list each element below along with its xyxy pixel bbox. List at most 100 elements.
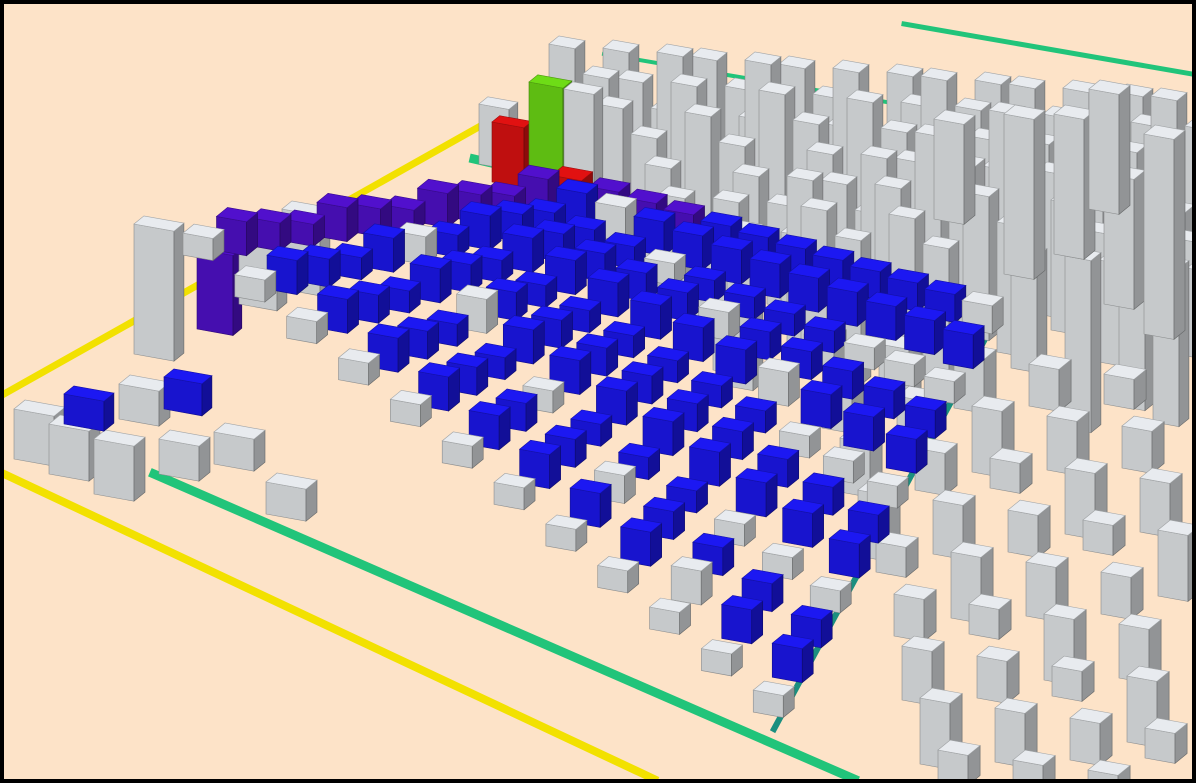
building-blue[interactable] xyxy=(865,291,908,342)
building-roof xyxy=(904,395,947,411)
building-purple[interactable] xyxy=(517,164,560,215)
building-blue[interactable] xyxy=(515,270,558,309)
building-gray[interactable] xyxy=(1144,717,1188,765)
building-gray[interactable] xyxy=(493,473,536,511)
building-purple[interactable] xyxy=(316,192,359,243)
building-roof xyxy=(1157,519,1192,536)
code-city-scene[interactable] xyxy=(4,4,1192,779)
building-gray[interactable] xyxy=(522,376,565,414)
building-gray[interactable] xyxy=(1028,353,1072,413)
building-blue[interactable] xyxy=(715,335,758,385)
building-gray[interactable] xyxy=(389,389,433,428)
building-gray[interactable] xyxy=(1012,749,1056,779)
building-roof xyxy=(865,291,908,307)
building-blue[interactable] xyxy=(781,498,825,549)
building-gray[interactable] xyxy=(976,645,1020,705)
building-blue[interactable] xyxy=(885,424,928,474)
building-blue[interactable] xyxy=(787,263,831,313)
building-blue[interactable] xyxy=(163,368,213,417)
building-blue[interactable] xyxy=(803,316,846,354)
building-gray[interactable] xyxy=(285,306,329,345)
building-gray[interactable] xyxy=(700,639,744,677)
building-gray[interactable] xyxy=(809,576,852,614)
building-gray[interactable] xyxy=(234,265,277,303)
building-gray[interactable] xyxy=(456,284,499,335)
building-gray[interactable] xyxy=(1064,457,1108,541)
building-gray[interactable] xyxy=(597,556,640,594)
building-blue[interactable] xyxy=(780,336,824,381)
building-blue[interactable] xyxy=(735,468,778,518)
building-blue[interactable] xyxy=(316,284,360,335)
building-blue[interactable] xyxy=(642,406,685,457)
building-blue[interactable] xyxy=(619,517,663,567)
building-gray[interactable] xyxy=(213,422,266,472)
building-blue[interactable] xyxy=(549,345,592,396)
building-gray[interactable] xyxy=(337,348,381,386)
building-gray[interactable] xyxy=(1143,124,1186,341)
building-side xyxy=(1033,109,1046,281)
building-roof xyxy=(924,279,967,295)
building-blue[interactable] xyxy=(771,633,814,684)
building-gray[interactable] xyxy=(1046,405,1090,477)
building-blue[interactable] xyxy=(63,385,115,432)
building-gray[interactable] xyxy=(866,471,909,509)
building-roof xyxy=(603,232,647,248)
building-blue[interactable] xyxy=(826,277,869,328)
building-gray[interactable] xyxy=(182,223,225,262)
building-gray[interactable] xyxy=(989,447,1033,495)
building-blue[interactable] xyxy=(721,595,764,645)
building-blue[interactable] xyxy=(842,402,886,452)
building-gray[interactable] xyxy=(1100,561,1144,621)
building-gray[interactable] xyxy=(118,374,171,427)
building-gray[interactable] xyxy=(133,215,185,362)
building-roof xyxy=(781,498,825,514)
building-blue[interactable] xyxy=(800,379,843,430)
building-gray[interactable] xyxy=(1157,519,1192,603)
building-roof xyxy=(778,421,822,437)
building-gray[interactable] xyxy=(1087,759,1131,779)
building-gray[interactable] xyxy=(893,583,937,643)
building-gray[interactable] xyxy=(1082,509,1126,557)
building-gray[interactable] xyxy=(1003,104,1046,281)
building-gray[interactable] xyxy=(1088,79,1131,216)
building-blue[interactable] xyxy=(367,323,410,373)
building-gray[interactable] xyxy=(563,81,604,186)
building-gray[interactable] xyxy=(93,429,146,502)
building-blue[interactable] xyxy=(828,529,871,579)
building-gray[interactable] xyxy=(545,514,588,552)
building-gray[interactable] xyxy=(648,597,692,636)
building-front xyxy=(1028,363,1060,412)
building-blue[interactable] xyxy=(502,223,545,273)
building-roof xyxy=(752,680,795,696)
building-blue[interactable] xyxy=(924,279,967,324)
building-gray[interactable] xyxy=(752,680,795,719)
building-gray[interactable] xyxy=(158,429,211,482)
building-gray[interactable] xyxy=(1069,707,1113,767)
building-gray[interactable] xyxy=(670,556,713,606)
building-gray[interactable] xyxy=(441,431,484,469)
building-gray[interactable] xyxy=(933,109,976,226)
building-roof xyxy=(933,109,976,125)
building-blue[interactable] xyxy=(544,245,588,296)
building-gray[interactable] xyxy=(1139,467,1183,539)
building-gray[interactable] xyxy=(968,593,1012,641)
building-gray[interactable] xyxy=(757,357,801,407)
building-gray[interactable] xyxy=(937,739,981,779)
building-gray[interactable] xyxy=(1007,499,1051,559)
building-gray[interactable] xyxy=(265,472,318,522)
building-gray[interactable] xyxy=(1064,247,1102,434)
building-gray[interactable] xyxy=(1121,415,1165,475)
building-blue[interactable] xyxy=(396,316,440,360)
city-viewport[interactable] xyxy=(4,4,1192,779)
building-blue[interactable] xyxy=(569,478,612,529)
building-roof xyxy=(63,385,115,402)
building-roof xyxy=(642,496,686,512)
building-blue[interactable] xyxy=(757,444,800,489)
building-gray[interactable] xyxy=(1051,655,1095,703)
building-gray[interactable] xyxy=(1103,363,1147,411)
building-roof xyxy=(812,245,855,261)
building-blue[interactable] xyxy=(688,437,732,487)
building-blue[interactable] xyxy=(942,319,985,370)
building-blue[interactable] xyxy=(903,305,947,356)
building-gray[interactable] xyxy=(923,366,966,405)
